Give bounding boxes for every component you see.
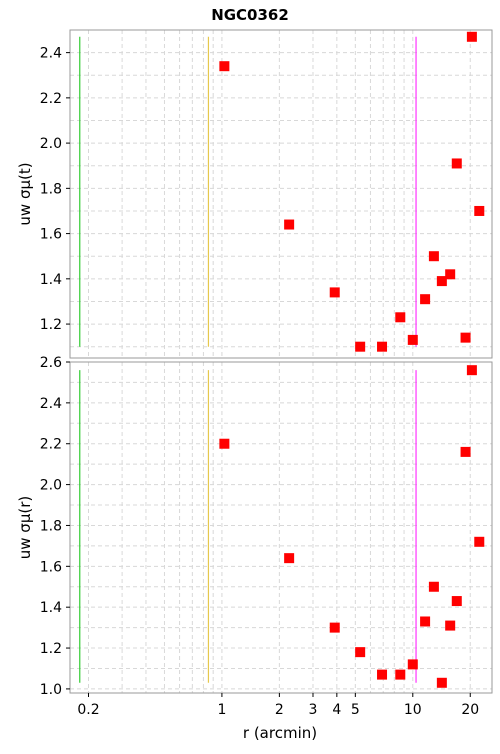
y-axis-label-1: uw σμ(t) — [16, 162, 34, 225]
x-tick-label: 0.2 — [77, 702, 99, 718]
data-point — [329, 622, 340, 633]
data-point — [395, 312, 406, 323]
plot-frame — [69, 361, 493, 694]
y-tick-label: 2.2 — [40, 437, 62, 453]
data-point — [428, 581, 439, 592]
data-point — [445, 620, 456, 631]
y-tick-label: 1.8 — [40, 181, 62, 197]
data-point — [420, 616, 431, 627]
data-point — [460, 446, 471, 457]
x-tick-label: 3 — [309, 702, 318, 718]
data-point — [219, 438, 230, 449]
data-point — [451, 596, 462, 607]
plot-frame — [69, 29, 493, 359]
y-tick-label: 1.8 — [40, 518, 62, 534]
x-tick-label: 4 — [332, 702, 341, 718]
data-point — [329, 287, 340, 298]
data-point — [355, 341, 366, 352]
x-tick-label: 2 — [275, 702, 284, 718]
y-tick-label: 2.0 — [40, 136, 62, 152]
data-point — [284, 553, 295, 564]
data-point — [466, 365, 477, 376]
data-point — [355, 647, 366, 658]
data-point — [474, 536, 485, 547]
y-tick-label: 1.6 — [40, 227, 62, 243]
panels: 1.21.41.61.82.02.22.4uw σμ(t)1.01.21.41.… — [16, 29, 493, 718]
data-point — [407, 659, 418, 670]
data-point — [377, 669, 388, 680]
panel-2: 1.0 1.2 1.4 1.6 1.8 2.0 2.2 2.4 2.6 uw σμ(r) 0.2 1 2… — [16, 355, 493, 718]
y-tick-label: 2.0 — [40, 478, 62, 494]
data-point — [436, 677, 447, 688]
x-tick-label: 10 — [404, 702, 422, 718]
data-point — [420, 294, 431, 305]
data-point — [395, 669, 406, 680]
y-tick-label: 1.2 — [40, 317, 62, 333]
data-point — [428, 251, 439, 262]
x-tick-label: 5 — [351, 702, 360, 718]
x-tick-label: 1 — [217, 702, 226, 718]
panel-1: 1.2 1.4 1.6 1.8 2.0 2.2 2.4 uw σμ(t) — [16, 29, 493, 359]
data-point — [460, 332, 471, 343]
y-axis-label-2: uw σμ(r) — [16, 496, 34, 559]
data-point — [377, 341, 388, 352]
y-tick-label: 2.4 — [40, 396, 62, 412]
data-point — [407, 334, 418, 345]
data-point — [284, 219, 295, 230]
data-point — [451, 158, 462, 169]
plot-area — [70, 362, 492, 693]
x-tick-label: 20 — [461, 702, 479, 718]
y-tick-label: 1.0 — [40, 682, 62, 698]
y-tick-label: 1.6 — [40, 559, 62, 575]
y-tick-label: 2.6 — [40, 355, 62, 371]
chart-title: NGC0362 — [211, 6, 289, 24]
data-point — [466, 31, 477, 42]
data-point — [445, 269, 456, 280]
y-tick-label: 1.4 — [40, 600, 62, 616]
y-tick-label: 1.4 — [40, 272, 62, 288]
y-tick-label: 2.4 — [40, 46, 62, 62]
data-point — [436, 276, 447, 287]
y-tick-label: 2.2 — [40, 91, 62, 107]
x-axis-label: r (arcmin) — [243, 724, 317, 742]
data-point — [219, 61, 230, 72]
data-point — [474, 205, 485, 216]
y-tick-label: 1.2 — [40, 641, 62, 657]
plot-area — [70, 30, 492, 358]
